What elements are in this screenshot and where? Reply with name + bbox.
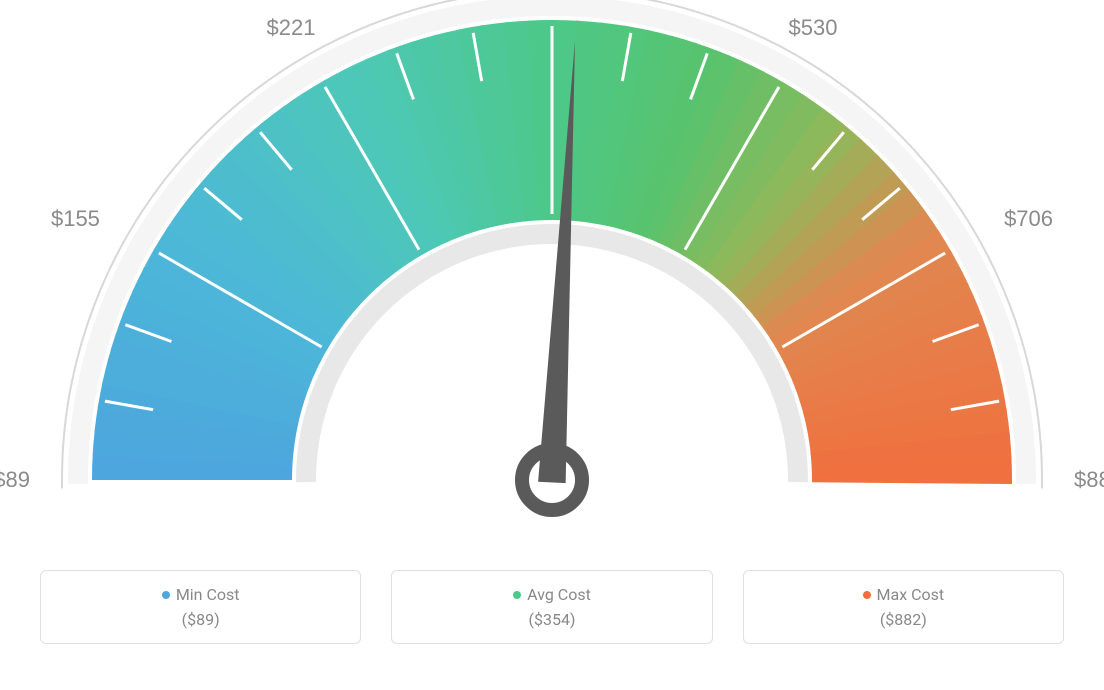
cost-gauge: $89$155$221$354$530$706$882 bbox=[0, 0, 1104, 560]
dot-icon bbox=[513, 591, 521, 599]
dot-icon bbox=[162, 591, 170, 599]
legend-avg-text: Avg Cost bbox=[527, 585, 591, 604]
legend-avg-label: Avg Cost bbox=[392, 585, 711, 604]
legend-min-value: ($89) bbox=[41, 610, 360, 629]
legend-max-value: ($882) bbox=[744, 610, 1063, 629]
legend-max: Max Cost ($882) bbox=[743, 570, 1064, 644]
gauge-label: $155 bbox=[51, 206, 100, 231]
legend-min-text: Min Cost bbox=[176, 585, 240, 604]
legend-row: Min Cost ($89) Avg Cost ($354) Max Cost … bbox=[0, 570, 1104, 644]
legend-max-label: Max Cost bbox=[744, 585, 1063, 604]
gauge-label: $221 bbox=[267, 15, 316, 40]
gauge-label: $89 bbox=[0, 467, 30, 492]
gauge-label: $706 bbox=[1004, 206, 1053, 231]
legend-avg: Avg Cost ($354) bbox=[391, 570, 712, 644]
legend-min-label: Min Cost bbox=[41, 585, 360, 604]
legend-min: Min Cost ($89) bbox=[40, 570, 361, 644]
gauge-svg: $89$155$221$354$530$706$882 bbox=[0, 0, 1104, 560]
legend-max-text: Max Cost bbox=[877, 585, 945, 604]
legend-avg-value: ($354) bbox=[392, 610, 711, 629]
gauge-label: $530 bbox=[789, 15, 838, 40]
gauge-label: $882 bbox=[1074, 467, 1104, 492]
dot-icon bbox=[863, 591, 871, 599]
